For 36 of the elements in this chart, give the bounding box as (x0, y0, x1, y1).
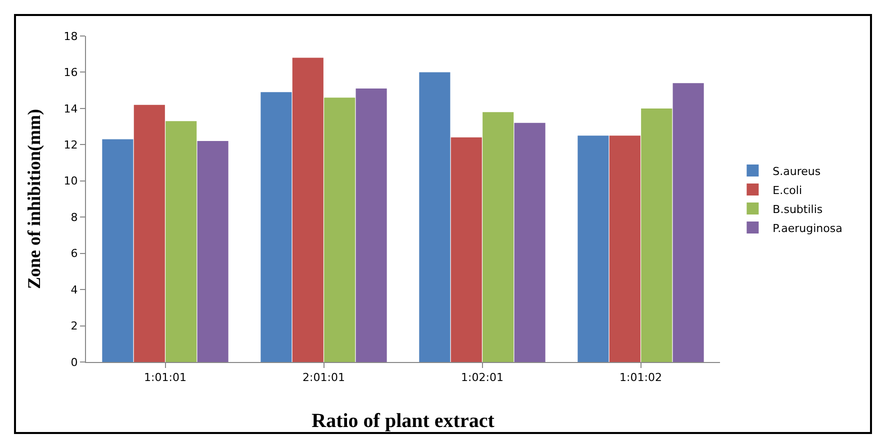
bar (197, 141, 228, 362)
y-tick-label: 0 (70, 356, 78, 369)
bar (609, 136, 640, 362)
y-tick-label: 8 (70, 210, 78, 224)
bar (292, 58, 324, 362)
bar (102, 139, 134, 362)
legend-label: B.subtilis (772, 202, 823, 216)
bar (260, 92, 292, 362)
x-tick-label: 2:01:01 (302, 371, 345, 384)
bar (641, 108, 672, 362)
bar (578, 136, 609, 362)
bar (514, 122, 546, 362)
y-tick-label: 4 (70, 283, 78, 296)
x-axis-title: Ratio of plant extract (312, 410, 495, 432)
bar (166, 121, 197, 362)
bar (356, 88, 387, 362)
legend-label: S.aureus (772, 164, 821, 178)
y-tick-label: 16 (64, 66, 78, 80)
y-tick-label: 10 (64, 174, 78, 188)
y-tick-label: 6 (70, 247, 78, 260)
legend-label: E.coli (772, 184, 802, 197)
x-tick-label: 1:01:02 (620, 371, 662, 384)
bar (134, 104, 165, 362)
y-tick-label: 18 (64, 30, 78, 43)
y-axis-title: Zone of inhibition(mm) (24, 108, 44, 290)
bar (482, 112, 514, 362)
y-tick-label: 14 (64, 102, 78, 116)
bar (419, 72, 450, 362)
x-tick-label: 1:02:01 (461, 371, 504, 384)
x-tick-label: 1:01:01 (144, 371, 186, 384)
bar (324, 98, 356, 362)
y-tick-label: 12 (64, 138, 78, 152)
bar (450, 137, 482, 362)
bar (672, 83, 704, 362)
y-tick-label: 2 (70, 320, 78, 333)
legend-label: P.aeruginosa (772, 222, 842, 235)
